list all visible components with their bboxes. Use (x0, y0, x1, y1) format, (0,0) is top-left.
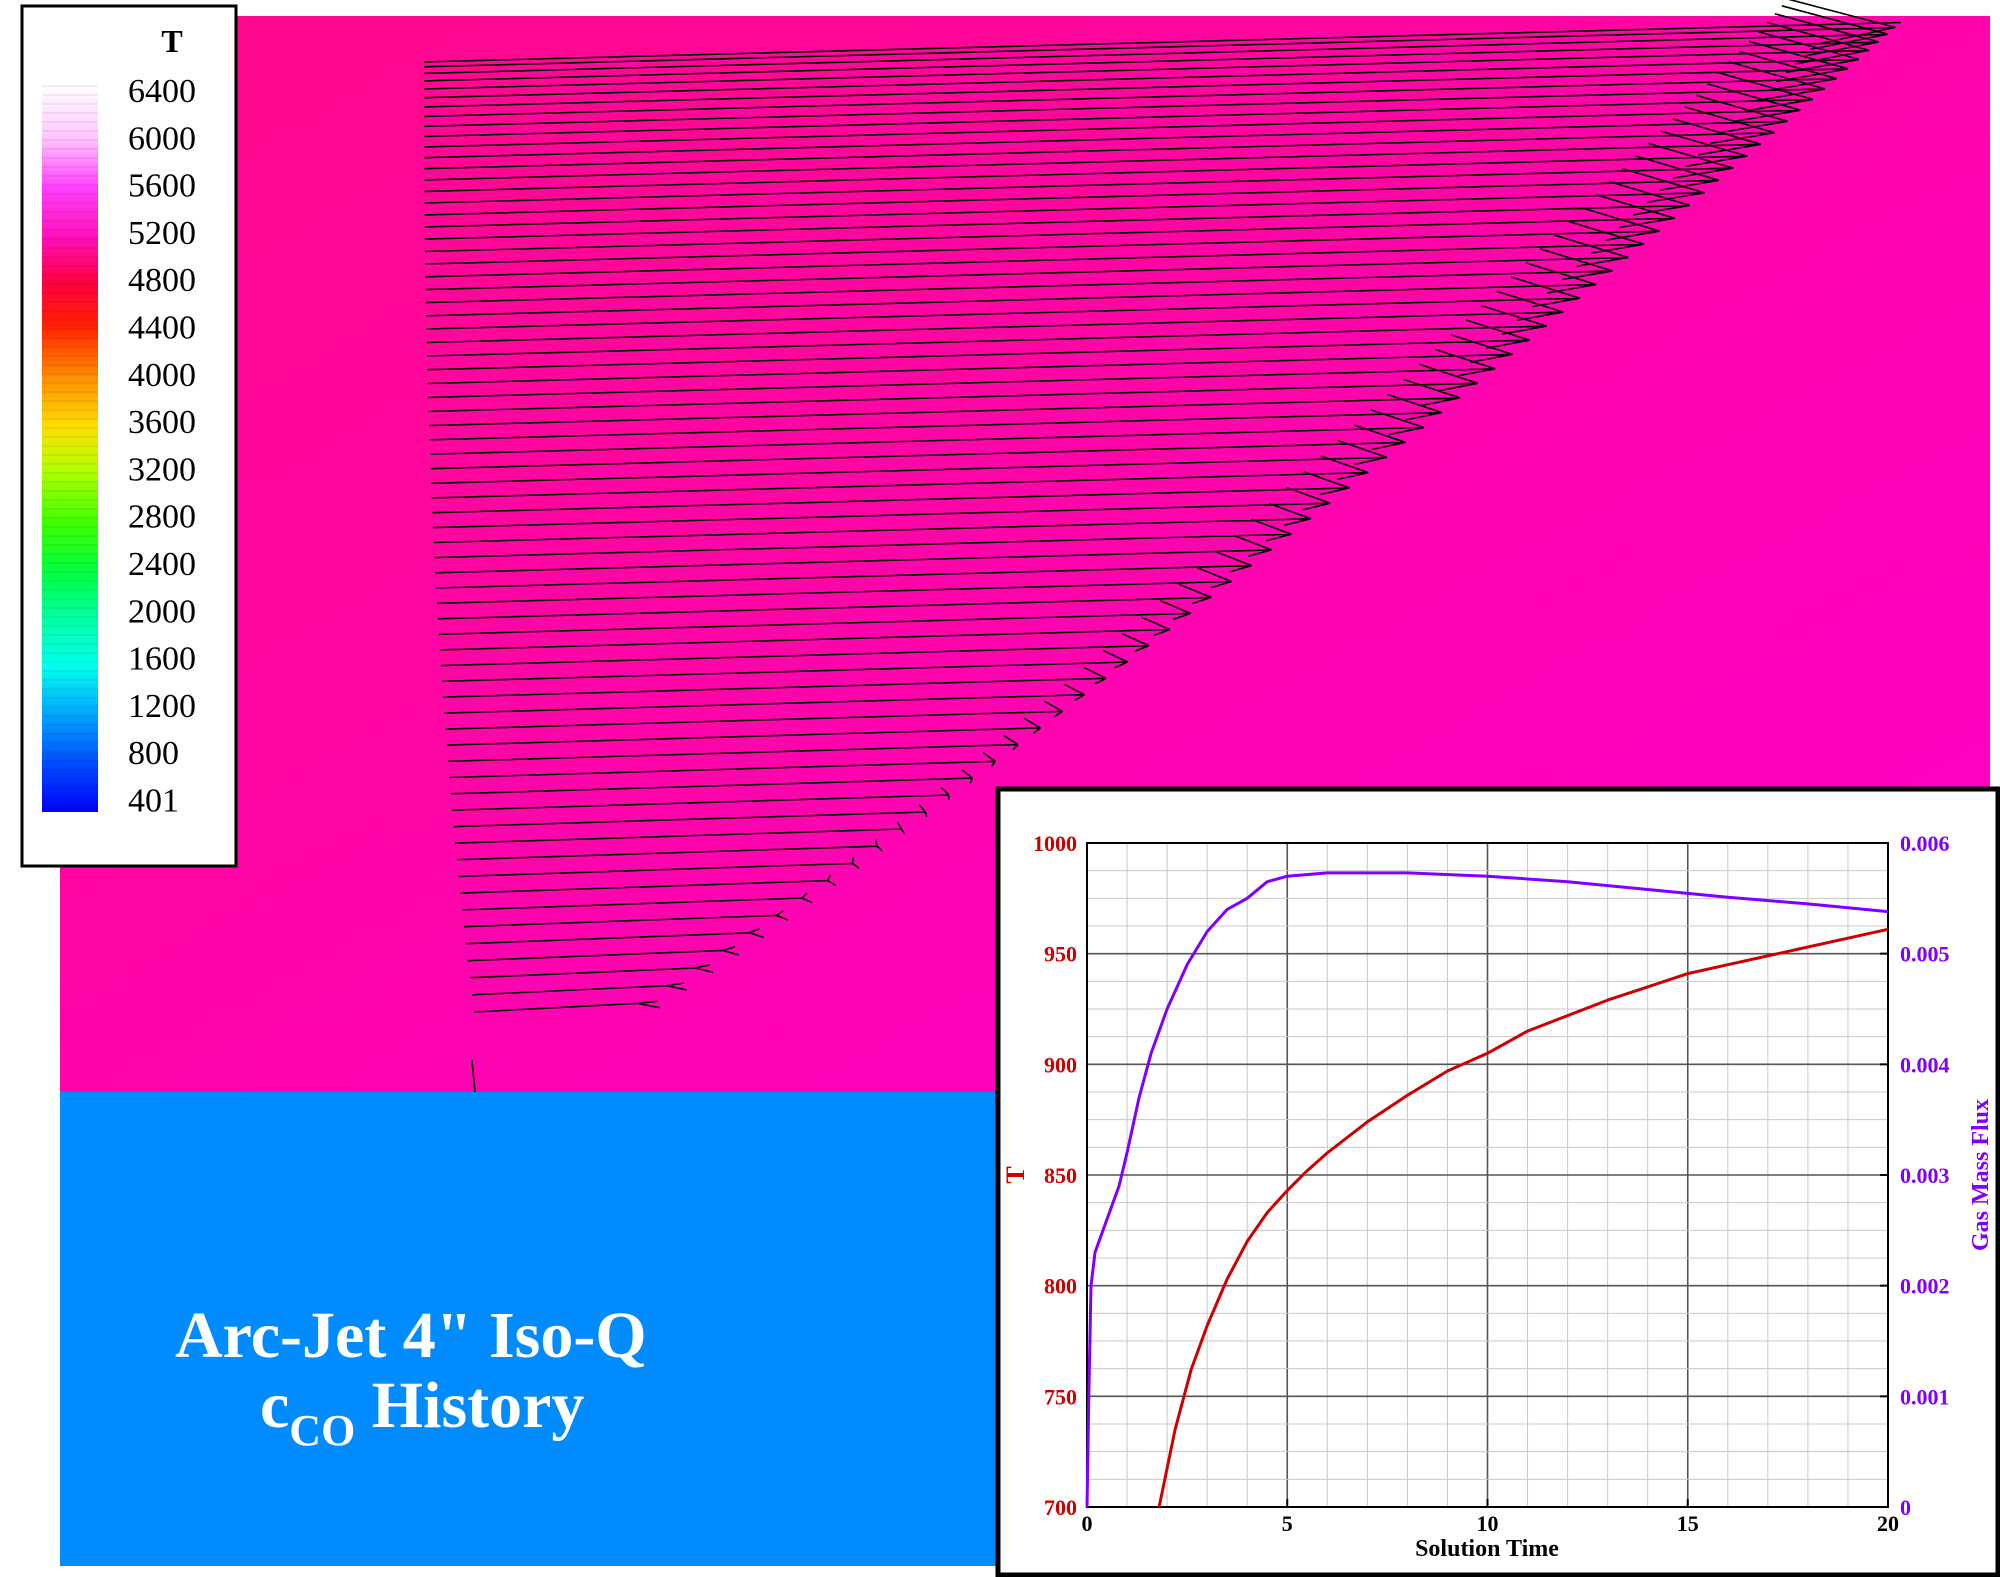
x-tick-label: 0 (1082, 1511, 1093, 1536)
chart-tick-labels: 0 5 10 15 20 700 750 800 850 900 950 1000 0 0.001 0.00… (1033, 831, 1950, 1536)
legend-label: 4000 (128, 357, 196, 394)
legend-band-lines (42, 85, 98, 807)
y-right-tick-label: 0.003 (1900, 1163, 1950, 1188)
legend-label: 401 (128, 783, 179, 820)
legend-label: 5600 (128, 168, 196, 205)
legend-label: 4800 (128, 262, 196, 299)
x-tick-label: 15 (1677, 1511, 1699, 1536)
inset-frame (995, 786, 2000, 1577)
plot-annotation: Arc-Jet 4" Iso-Q cCO History (175, 1299, 647, 1455)
legend-label: 3600 (128, 404, 196, 441)
legend-label: 800 (128, 735, 179, 772)
legend-label: 3200 (128, 451, 196, 488)
y-axis-right-label: Gas Mass Flux (1968, 1099, 1994, 1251)
y-right-tick-label: 0.001 (1900, 1384, 1950, 1409)
annotation-line2-subscript: CO (289, 1406, 355, 1455)
series-line-T (1157, 927, 1889, 1508)
legend-label: 1200 (128, 688, 196, 725)
annotation-line2-tail: History (355, 1369, 584, 1442)
color-legend: T 6400 6000 5600 5200 4800 4400 4000 3600 3200 28… (20, 4, 238, 868)
series-line-gas-mass-flux (1085, 871, 1889, 1508)
chart-series (1085, 871, 1889, 1508)
y-left-tick-label: 850 (1044, 1163, 1077, 1188)
x-tick-label: 5 (1282, 1511, 1293, 1536)
y-axis-left-label: T (1001, 1166, 1030, 1183)
annotation-line2: cCO History (260, 1369, 584, 1455)
y-right-tick-label: 0 (1900, 1495, 1911, 1520)
legend-label: 6000 (128, 120, 196, 157)
legend-label: 2000 (128, 593, 196, 630)
x-tick-label: 10 (1477, 1511, 1499, 1536)
y-left-tick-label: 800 (1044, 1274, 1077, 1299)
y-right-tick-label: 0.005 (1900, 942, 1950, 967)
y-left-tick-label: 750 (1044, 1384, 1077, 1409)
legend-label: 6400 (128, 73, 196, 110)
y-right-tick-label: 0.002 (1900, 1274, 1950, 1299)
y-left-tick-label: 1000 (1033, 831, 1077, 856)
legend-label: 2400 (128, 546, 196, 583)
y-right-tick-label: 0.004 (1900, 1052, 1950, 1077)
legend-label: 4400 (128, 310, 196, 347)
x-tick-label: 20 (1877, 1511, 1899, 1536)
inset-chart: 0 5 10 15 20 700 750 800 850 900 950 1000 0 0.001 0.00… (995, 786, 2000, 1577)
annotation-line1: Arc-Jet 4" Iso-Q (175, 1299, 647, 1372)
y-right-tick-label: 0.006 (1900, 831, 1950, 856)
x-axis-label: Solution Time (1415, 1536, 1559, 1562)
chart-grid (1086, 842, 1889, 1508)
annotation-line2-main: c (260, 1369, 289, 1442)
legend-label: 1600 (128, 641, 196, 678)
legend-title: T (161, 23, 182, 59)
y-left-tick-label: 700 (1044, 1495, 1077, 1520)
shock-history-lines (423, 0, 1902, 1093)
y-left-tick-label: 950 (1044, 942, 1077, 967)
legend-labels: 6400 6000 5600 5200 4800 4400 4000 3600 3200 2800… (128, 73, 196, 820)
shock-path (423, 0, 1902, 1093)
legend-colorbar (42, 86, 98, 812)
y-left-tick-label: 900 (1044, 1052, 1077, 1077)
legend-label: 2800 (128, 499, 196, 536)
legend-label: 5200 (128, 215, 196, 252)
